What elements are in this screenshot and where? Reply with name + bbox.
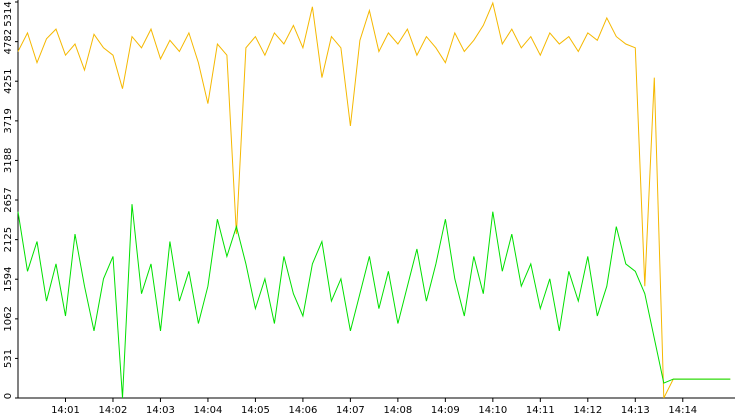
- y-tick-label: 3719: [3, 108, 14, 133]
- series-line: [17, 1, 731, 399]
- series-line: [17, 204, 731, 399]
- y-tick-label: 5314: [3, 1, 14, 26]
- y-tick-label: 531: [3, 349, 14, 368]
- y-tick-label: 4251: [3, 68, 14, 93]
- y-tick-label: 3188: [3, 148, 14, 173]
- x-tick-label: 14:10: [478, 405, 507, 415]
- x-tick-label: 14:03: [146, 405, 175, 415]
- x-tick-label: 14:08: [383, 405, 412, 415]
- y-tick-label: 1062: [3, 306, 14, 331]
- x-tick-label: 14:13: [621, 405, 650, 415]
- y-tick-label: 2657: [3, 187, 14, 212]
- x-tick-label: 14:06: [288, 405, 317, 415]
- x-tick-label: 14:01: [51, 405, 80, 415]
- x-tick-label: 14:07: [336, 405, 365, 415]
- y-tick-label: 4782: [3, 29, 14, 54]
- x-tick-label: 14:09: [431, 405, 460, 415]
- x-tick-label: 14:04: [194, 405, 223, 415]
- x-tick-label: 14:02: [99, 405, 128, 415]
- x-tick-label: 14:05: [241, 405, 270, 415]
- x-tick-label: 14:12: [573, 405, 602, 415]
- x-tick-label: 14:11: [526, 405, 555, 415]
- y-tick-label: 2125: [3, 227, 14, 252]
- y-tick-label: 0: [3, 393, 14, 399]
- x-tick-label: 14:14: [668, 405, 697, 415]
- y-tick-label: 1594: [3, 266, 14, 291]
